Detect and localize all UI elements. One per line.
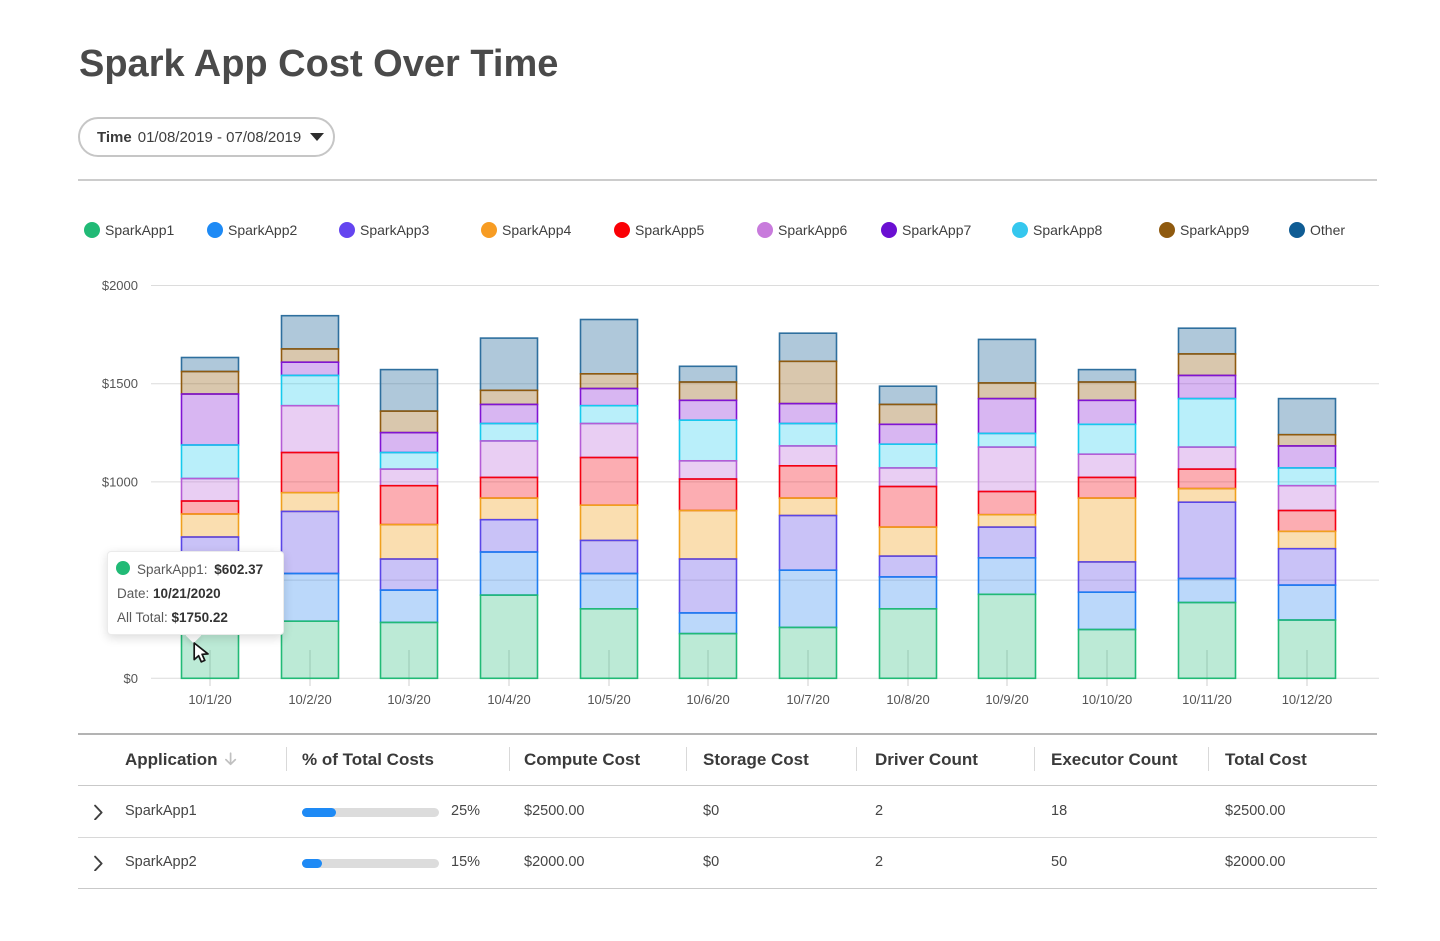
svg-text:10/12/20: 10/12/20 [1282, 692, 1333, 707]
svg-text:10/4/20: 10/4/20 [487, 692, 530, 707]
svg-text:$1000: $1000 [102, 474, 138, 489]
svg-text:10/8/20: 10/8/20 [886, 692, 929, 707]
svg-text:10/11/20: 10/11/20 [1182, 692, 1232, 707]
svg-text:10/7/20: 10/7/20 [786, 692, 829, 707]
svg-text:$0: $0 [124, 671, 138, 686]
svg-text:10/10/20: 10/10/20 [1082, 692, 1133, 707]
svg-text:$1500: $1500 [102, 376, 138, 391]
svg-text:10/3/20: 10/3/20 [387, 692, 430, 707]
svg-text:10/2/20: 10/2/20 [288, 692, 331, 707]
svg-text:10/9/20: 10/9/20 [985, 692, 1028, 707]
svg-text:10/1/20: 10/1/20 [188, 692, 231, 707]
svg-text:$2000: $2000 [102, 278, 138, 293]
svg-text:10/5/20: 10/5/20 [587, 692, 630, 707]
svg-text:10/6/20: 10/6/20 [686, 692, 729, 707]
